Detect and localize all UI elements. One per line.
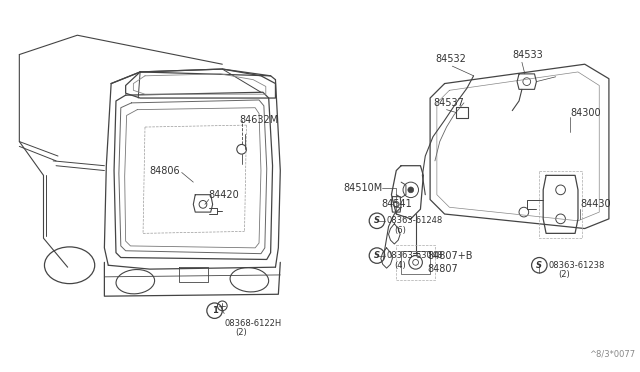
Text: (2): (2): [559, 270, 570, 279]
Text: 84806: 84806: [150, 166, 180, 176]
Text: 84420: 84420: [209, 190, 239, 200]
Text: 84541: 84541: [382, 199, 413, 209]
Text: 84807+B: 84807+B: [428, 251, 473, 261]
Text: (4): (4): [394, 261, 406, 270]
Text: 08363-63048: 08363-63048: [387, 251, 443, 260]
Text: (6): (6): [394, 226, 406, 235]
Text: 84807: 84807: [428, 264, 458, 274]
Circle shape: [408, 187, 413, 193]
Text: (2): (2): [235, 328, 246, 337]
Text: 84300: 84300: [570, 108, 601, 118]
Text: 84632M: 84632M: [240, 115, 279, 125]
Text: 84533: 84533: [512, 49, 543, 60]
Text: 84430: 84430: [580, 199, 611, 209]
Text: S: S: [374, 216, 380, 225]
Text: 1: 1: [212, 306, 218, 315]
Text: ^8/3*0077: ^8/3*0077: [589, 350, 636, 359]
Text: 84532: 84532: [435, 54, 466, 64]
Text: S: S: [536, 261, 542, 270]
Text: 08363-61238: 08363-61238: [549, 261, 605, 270]
Text: S: S: [374, 251, 380, 260]
Text: 84537: 84537: [433, 98, 464, 108]
Text: 84510M: 84510M: [343, 183, 382, 193]
Text: 08368-6122H: 08368-6122H: [224, 319, 282, 328]
Text: 08363-61248: 08363-61248: [387, 216, 443, 225]
